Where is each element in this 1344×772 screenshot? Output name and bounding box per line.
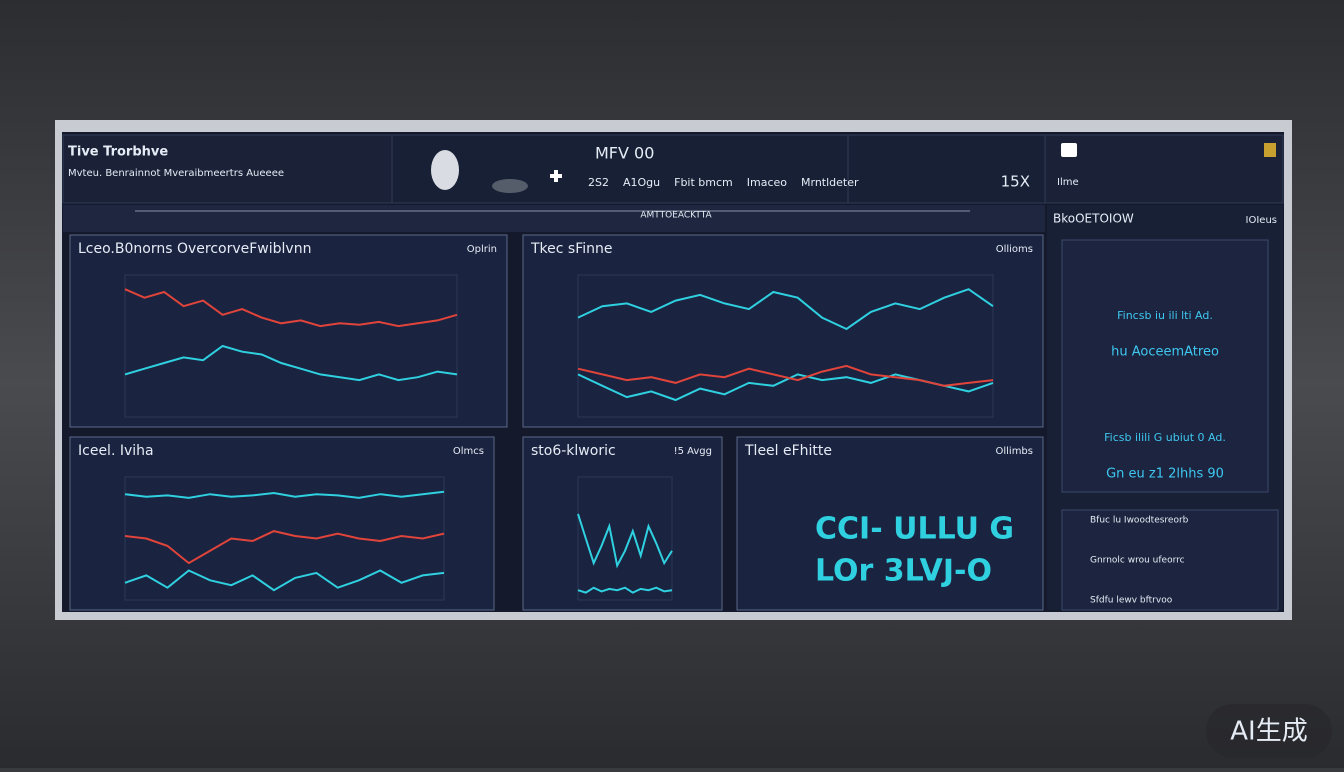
series-line <box>577 364 994 387</box>
nav-bar <box>63 205 1045 232</box>
center-title: MFV 00 <box>595 144 654 163</box>
center-link[interactable]: Mrntldeter <box>801 176 859 189</box>
panel-tag[interactable]: !5 Avgg <box>674 446 712 457</box>
sidebar-row: hu AoceemAtreo <box>1111 345 1219 360</box>
app-subtitle: Mvteu. Benrainnot Mveraibmeertrs Aueeee <box>68 168 284 179</box>
panel-tag[interactable]: Ollimbs <box>995 446 1033 457</box>
panel-title: Lceo.B0norns OvercorveFwiblvnn <box>78 241 311 257</box>
icon <box>1264 143 1276 157</box>
panel-title: sto6-klworic <box>531 443 616 459</box>
series-line <box>124 288 458 328</box>
center-link[interactable]: Fbit bmcm <box>674 176 733 189</box>
panel <box>736 436 1044 611</box>
panel-tag[interactable]: Oplrin <box>467 244 497 255</box>
panel-title: Tleel eFhitte <box>744 443 832 459</box>
panel <box>522 436 723 611</box>
watermark: AI生成 <box>1230 717 1307 747</box>
panel <box>69 436 495 611</box>
sidebar-row: Gn eu z1 2lhhs 90 <box>1106 467 1224 482</box>
icon-plus <box>550 170 562 182</box>
right-box <box>1044 134 1284 204</box>
panel-tag[interactable]: Olmcs <box>453 446 484 457</box>
plot-area <box>124 476 445 601</box>
center-link[interactable]: Imaceo <box>747 176 788 189</box>
panel <box>69 234 508 428</box>
app-title: Tive Trorbhve <box>68 145 168 160</box>
series-line <box>577 513 673 569</box>
center-link[interactable]: A1Ogu <box>623 176 660 189</box>
series-line <box>124 344 458 382</box>
panel-tag[interactable]: Ollioms <box>996 244 1033 255</box>
big-text: CCI- ULLU G <box>815 512 1014 547</box>
sidebar-list-item: Sfdfu lewv bftrvoo <box>1090 596 1173 606</box>
series-line <box>577 288 994 331</box>
panel-title: Tkec sFinne <box>530 241 613 257</box>
zoom-box <box>847 134 1046 204</box>
sidebar-badge[interactable]: IOIeus <box>1246 215 1277 226</box>
big-text: LOr 3LVJ-O <box>815 554 992 589</box>
icon <box>1061 143 1077 157</box>
series-line <box>124 530 445 565</box>
series-line <box>577 586 673 594</box>
panel <box>522 234 1044 428</box>
sidebar-list-item: Gnrnolc wrou ufeorrc <box>1090 556 1185 566</box>
series-line <box>124 490 445 499</box>
sidebar-box <box>1061 239 1269 493</box>
center-link[interactable]: 2S2 <box>588 176 609 189</box>
icon <box>492 179 528 193</box>
plot-area <box>577 476 673 601</box>
nav-label: AMTTOEACKTTA <box>640 211 712 221</box>
watermark-pill <box>1206 704 1332 758</box>
sidebar-list <box>1061 509 1279 611</box>
icon <box>431 150 459 190</box>
center-box <box>391 134 849 204</box>
sidebar-title: BkoOETOIOW <box>1053 212 1134 226</box>
sidebar-row: Fincsb iu ili lti Ad. <box>1117 309 1213 322</box>
sidebar-list-item: Bfuc lu Iwoodtesreorb <box>1090 516 1189 526</box>
plot-area <box>124 274 458 418</box>
sidebar-row: Ficsb ilili G ubiut 0 Ad. <box>1104 431 1226 444</box>
series-line <box>124 569 445 592</box>
panel-title: Iceel. Iviha <box>78 443 154 459</box>
zoom[interactable]: 15X <box>1001 173 1030 191</box>
plot-area <box>577 274 994 418</box>
right-label: Ilme <box>1057 177 1079 188</box>
